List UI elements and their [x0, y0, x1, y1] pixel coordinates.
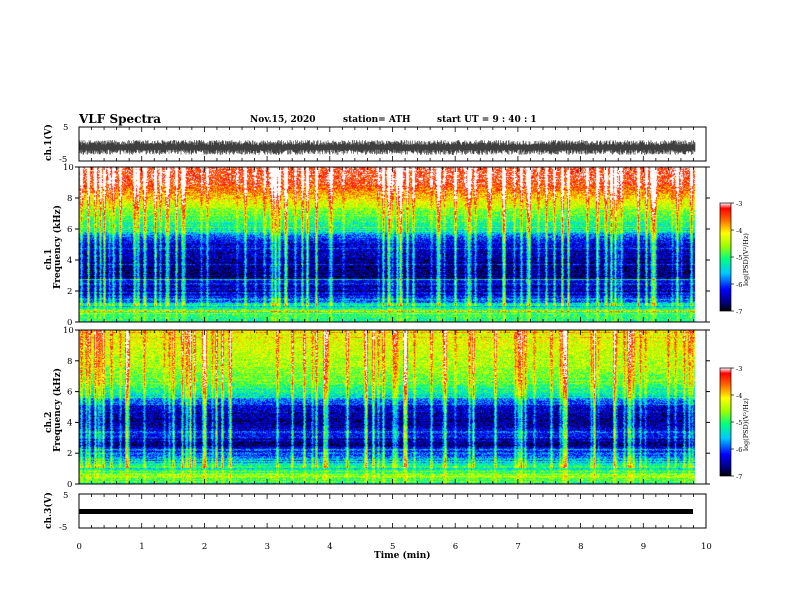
- figure-title: VLF Spectra: [78, 112, 161, 126]
- ch1-spectrogram-ylabel-frequency: Frequency (kHz): [52, 205, 63, 289]
- time-axis-tick-label: 3: [265, 542, 270, 552]
- time-axis-tick-label: 6: [453, 542, 458, 552]
- ch2-spectrogram-ytick-label: 2: [67, 449, 72, 459]
- ch2-colorbar-tick-label: -6: [736, 446, 742, 454]
- ch1-colorbar-tick-label: -4: [736, 227, 742, 235]
- ch2-spectrogram-image: [79, 330, 706, 484]
- time-axis-tick-label: 2: [202, 542, 207, 552]
- ch1-spectrogram-ytick-label: 4: [67, 256, 72, 266]
- time-axis-tick-label: 10: [701, 542, 712, 552]
- ch1-colorbar-tick-label: -6: [736, 281, 742, 289]
- ch2-spectrogram-ytick-label: 10: [63, 326, 74, 336]
- ch3-ytick-bottom: -5: [59, 523, 67, 533]
- ch3-waveform-panel: 5 -5 ch.3(V): [43, 491, 707, 533]
- ch1-spectrogram-yticks: 0 2 4 6 8 10: [63, 163, 710, 328]
- station-label: station= ATH: [343, 115, 411, 125]
- ch2-colorbar-tick-label: -4: [736, 392, 742, 400]
- ch1-ytick-bottom: -5: [59, 155, 67, 165]
- ch1-colorbar-tick-label: -3: [736, 200, 742, 208]
- time-axis-tick-label: 1: [139, 542, 144, 552]
- ch2-spectrogram-ylabel-frequency: Frequency (kHz): [52, 368, 63, 452]
- ch2-spectrogram-ytick-label: 4: [67, 418, 72, 428]
- ch3-waveform-ylabel: ch.3(V): [43, 492, 54, 529]
- time-axis-labels: 0 1 2 3 4 5 6 7 8 9 10: [77, 542, 712, 552]
- time-axis-label: Time (min): [374, 550, 431, 561]
- time-axis-tick-label: 4: [327, 542, 332, 552]
- ch1-colorbar-label: log(PSD)(V²/Hz): [742, 233, 750, 286]
- ch2-colorbar-label: log(PSD)(V²/Hz): [742, 398, 750, 451]
- ch3-waveform-trace: [79, 509, 693, 514]
- ch2-colorbar: [719, 367, 732, 477]
- ch2-colorbar-tick-label: -5: [736, 419, 742, 427]
- ch2-colorbar-tick-label: -7: [736, 473, 742, 481]
- ch2-spectrogram-ylabel-channel: ch.2: [44, 412, 54, 433]
- ch1-waveform-trace: [78, 139, 696, 155]
- time-axis-tick-label: 9: [641, 542, 646, 552]
- ch2-spectrogram-yticks: 0 2 4 6 8 10: [63, 326, 710, 490]
- ch1-spectrogram-ytick-label: 6: [67, 225, 72, 235]
- ch1-colorbar: [719, 202, 732, 312]
- ch2-colorbar-ticks: -3 -4 -5 -6 -7: [731, 365, 742, 481]
- time-axis-ticks: [78, 127, 707, 528]
- ch2-colorbar-tick-label: -3: [736, 365, 742, 373]
- ch1-colorbar-ticks: -3 -4 -5 -6 -7: [731, 200, 742, 316]
- ch1-spectrogram-ytick-label: 8: [67, 194, 72, 204]
- ch1-spectrogram-ytick-label: 10: [63, 163, 74, 173]
- time-axis-tick-label: 0: [77, 542, 82, 552]
- time-axis-tick-label: 8: [578, 542, 583, 552]
- ch1-waveform-panel: 5 -5 ch.1(V): [43, 123, 707, 165]
- ch1-waveform-path: [78, 139, 696, 155]
- ch1-waveform-ylabel: ch.1(V): [43, 124, 54, 161]
- ch2-spectrogram-ytick-label: 6: [67, 388, 72, 398]
- ch2-spectrogram-ytick-label: 0: [67, 480, 72, 490]
- time-axis-tick-label: 7: [515, 542, 520, 552]
- ch1-spectrogram-ylabel-channel: ch.1: [44, 249, 54, 270]
- ch1-spectrogram-ytick-label: 0: [67, 318, 72, 328]
- ch1-colorbar-tick-label: -5: [736, 254, 742, 262]
- ch2-spectrogram-ytick-label: 8: [67, 357, 72, 367]
- ch1-spectrogram-image: [79, 167, 706, 322]
- time-axis-tick-label: 5: [390, 542, 395, 552]
- ch3-ytick-top: 5: [63, 491, 68, 501]
- date-label: Nov.15, 2020: [250, 115, 316, 125]
- ch1-colorbar-tick-label: -7: [736, 308, 742, 316]
- ch1-ytick-top: 5: [63, 123, 68, 133]
- start-time-label: start UT = 9 : 40 : 1: [437, 115, 537, 125]
- ch1-spectrogram-ytick-label: 2: [67, 287, 72, 297]
